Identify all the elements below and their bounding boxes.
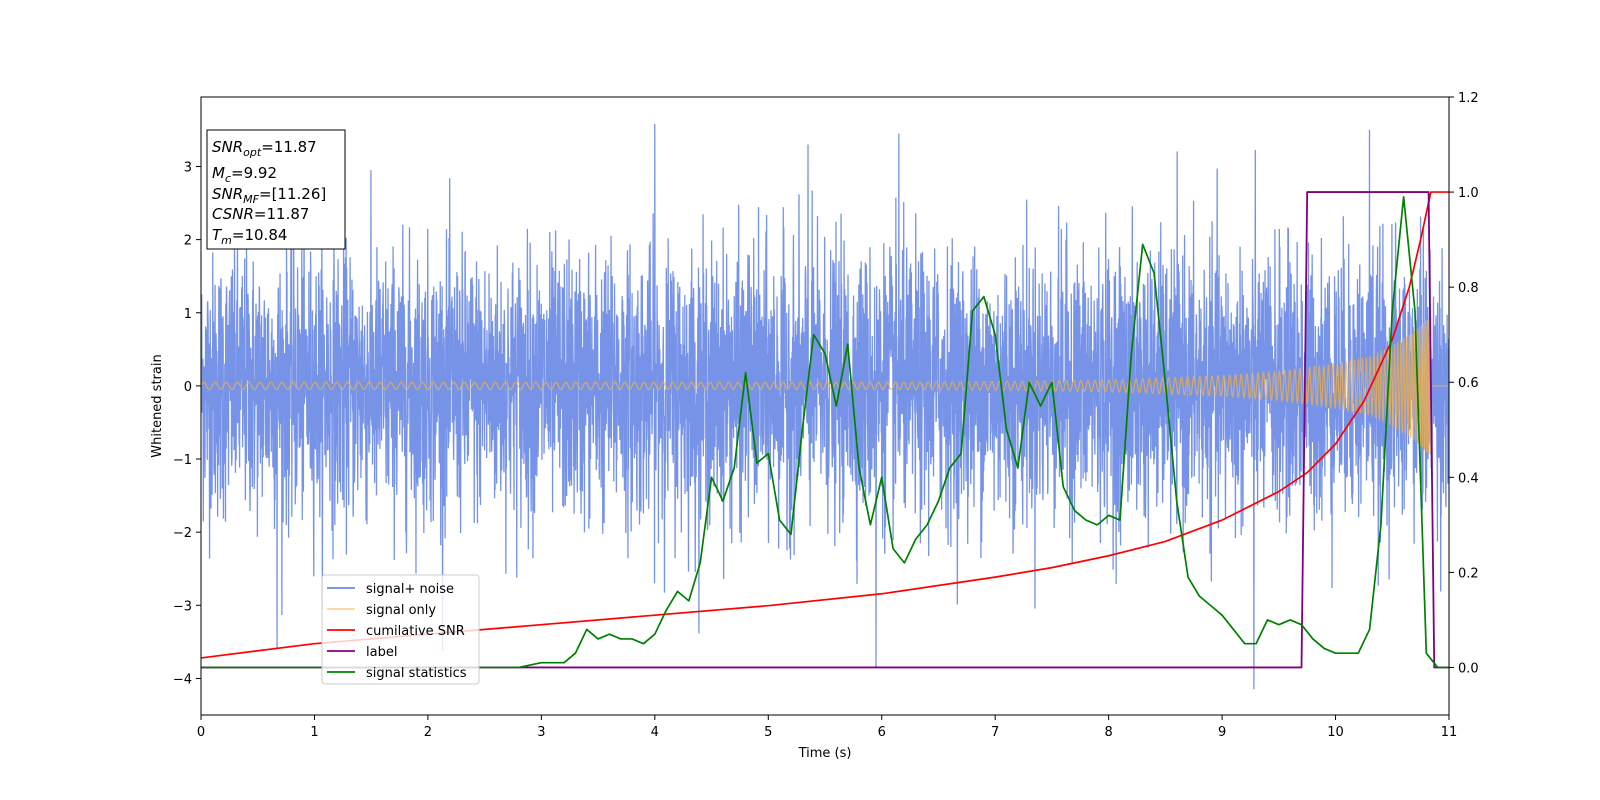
legend: signal+ noise signal only cumilative SNR la… xyxy=(321,574,480,685)
series-signal-noise xyxy=(201,124,1449,690)
x-axis-label: Time (s) xyxy=(798,746,852,761)
x-tick-label: 7 xyxy=(991,725,999,740)
y2-tick-label: 0.8 xyxy=(1458,281,1479,296)
x-tick-label: 6 xyxy=(878,725,886,740)
legend-signal-statistics-label: signal statistics xyxy=(366,666,467,681)
y-tick-label: 0 xyxy=(184,380,192,395)
y-axis-label: Whitened strain xyxy=(150,354,165,457)
x-tick-label: 3 xyxy=(537,725,545,740)
info-box: SNRopt=11.87 Mc=9.92 SNRMF=[11.26] CSNR=… xyxy=(206,129,346,250)
y-tick-label: −1 xyxy=(173,453,192,468)
y2-tick-label: 0.4 xyxy=(1458,471,1479,486)
x-tick-label: 5 xyxy=(764,725,772,740)
legend-label-label: label xyxy=(366,645,397,660)
series-signal-statistics xyxy=(201,195,1449,669)
y-tick-label: −3 xyxy=(173,599,192,614)
legend-frame xyxy=(321,574,480,685)
plot-area-frame xyxy=(200,96,1450,716)
y-axis-left: 3 2 1 0 −1 −2 −3 −4 xyxy=(173,160,201,687)
legend-signal-noise-label: signal+ noise xyxy=(366,582,454,597)
y2-tick-label: 1.0 xyxy=(1458,186,1479,201)
y-tick-label: 2 xyxy=(184,234,192,249)
legend-cumulative-snr-label: cumilative SNR xyxy=(366,624,465,639)
x-tick-label: 4 xyxy=(651,725,659,740)
plot-series xyxy=(201,124,1449,690)
x-tick-label: 8 xyxy=(1104,725,1112,740)
y-axis-right: 0.0 0.2 0.4 0.6 0.8 1.0 1.2 xyxy=(1449,91,1479,676)
info-tm: Tm=10.84 xyxy=(212,226,287,247)
x-tick-label: 9 xyxy=(1218,725,1226,740)
y2-tick-label: 1.2 xyxy=(1458,91,1479,106)
x-axis: 0 1 2 3 4 5 6 7 8 9 10 11 xyxy=(197,715,1457,740)
info-snr-opt: SNRopt=11.87 xyxy=(212,138,317,159)
x-tick-label: 1 xyxy=(310,725,318,740)
y-tick-label: 1 xyxy=(184,307,192,322)
y-tick-label: 3 xyxy=(184,160,192,175)
info-csnr: CSNR=11.87 xyxy=(212,205,309,223)
series-signal-only xyxy=(201,316,1449,455)
y2-tick-label: 0.6 xyxy=(1458,376,1479,391)
x-tick-label: 0 xyxy=(197,725,205,740)
x-tick-label: 11 xyxy=(1441,725,1458,740)
info-snr-mf: SNRMF=[11.26] xyxy=(212,185,326,206)
info-box-frame xyxy=(206,129,346,250)
info-mc: Mc=9.92 xyxy=(212,164,277,185)
x-tick-label: 2 xyxy=(424,725,432,740)
y-tick-label: −4 xyxy=(173,672,192,687)
y2-tick-label: 0.2 xyxy=(1458,566,1479,581)
y-tick-label: −2 xyxy=(173,526,192,541)
series-cumulative-snr xyxy=(201,191,1449,659)
y2-tick-label: 0.0 xyxy=(1458,661,1479,676)
legend-signal-only-label: signal only xyxy=(366,603,436,618)
x-tick-label: 10 xyxy=(1327,725,1344,740)
